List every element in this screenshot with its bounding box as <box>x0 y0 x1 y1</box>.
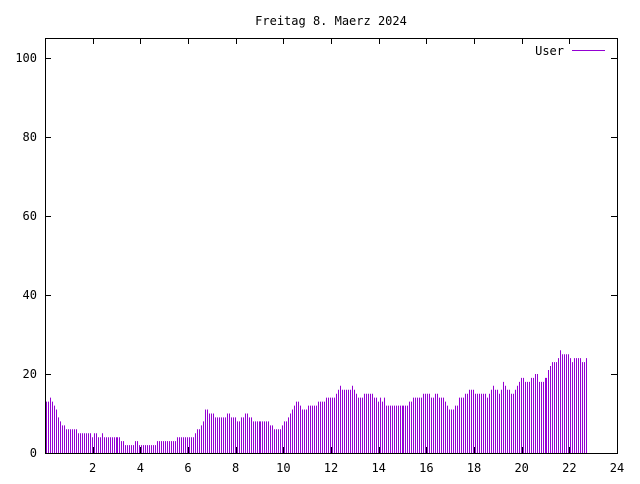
y-tick-label: 60 <box>23 209 37 223</box>
legend: User <box>535 44 605 58</box>
x-tick-label: 12 <box>324 461 338 475</box>
x-tick-label: 6 <box>184 461 191 475</box>
y-tick-label: 20 <box>23 367 37 381</box>
bars-layer <box>46 350 587 453</box>
x-tick-label: 16 <box>419 461 433 475</box>
x-tick-label: 20 <box>514 461 528 475</box>
y-tick-label: 80 <box>23 130 37 144</box>
y-tick-label: 100 <box>15 51 37 65</box>
x-tick-label: 2 <box>89 461 96 475</box>
x-tick-label: 22 <box>562 461 576 475</box>
legend-label: User <box>535 44 564 58</box>
x-tick-label: 8 <box>232 461 239 475</box>
y-tick-label: 0 <box>30 446 37 460</box>
chart-title: Freitag 8. Maerz 2024 <box>255 14 407 28</box>
x-tick-label: 10 <box>276 461 290 475</box>
x-tick-label: 14 <box>371 461 385 475</box>
x-tick-label: 18 <box>467 461 481 475</box>
x-tick-label: 24 <box>610 461 624 475</box>
y-tick-label: 40 <box>23 288 37 302</box>
x-tick-label: 4 <box>137 461 144 475</box>
